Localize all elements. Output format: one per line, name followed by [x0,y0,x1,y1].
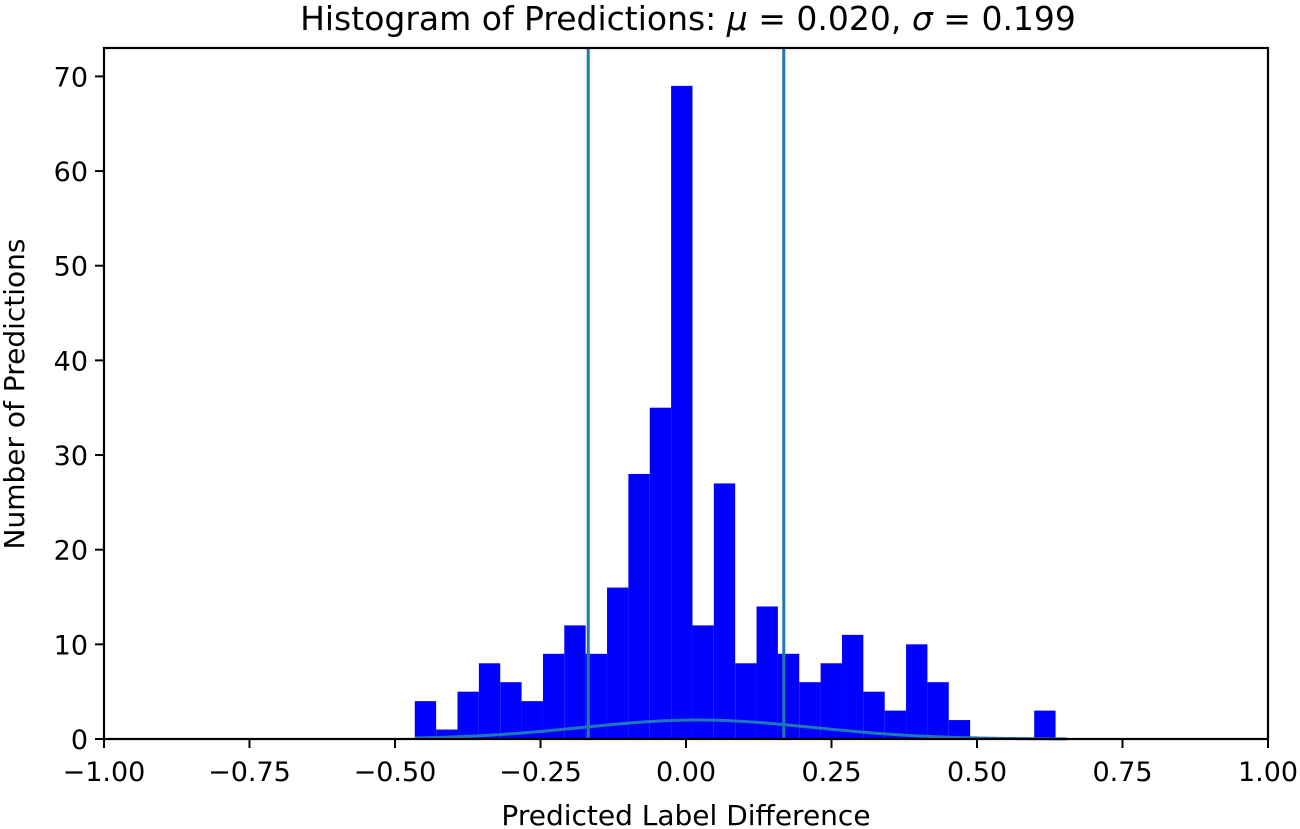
histogram-bar [542,653,565,739]
x-tick-label: 0.75 [1092,757,1152,788]
y-tick-label: 20 [54,536,88,567]
histogram-bar [457,691,479,739]
histogram-bar [649,407,672,739]
x-tick-label: −0.25 [499,757,582,788]
histogram-bar [713,483,736,739]
y-tick-label: 50 [54,252,88,283]
histogram-bar [884,710,907,739]
y-tick-label: 30 [54,441,88,472]
y-tick-label: 0 [71,725,88,756]
histogram-bar [735,663,757,739]
normal-curve [414,718,1067,741]
histogram-bar [756,606,778,739]
histogram-bar [692,625,714,739]
y-tick-label: 70 [54,62,88,93]
y-axis-label: Number of Predictions [0,239,31,550]
x-tick-label: 0.00 [656,757,716,788]
x-tick-label: 1.00 [1238,757,1298,788]
histogram-bar [671,85,693,739]
y-tick-label: 60 [54,157,88,188]
y-tick-label: 10 [54,630,88,661]
histogram-bar [863,691,885,739]
histogram-bars [414,85,1056,739]
x-tick-label: −0.75 [208,757,291,788]
histogram-bar [906,644,928,739]
histogram-bar [1034,710,1056,739]
y-axis: 0 10 20 30 40 50 60 70 [54,62,104,756]
normal-curve-layer [414,718,1067,741]
y-tick-label: 40 [54,346,88,377]
histogram-bar [414,701,437,739]
x-axis-label: Predicted Label Difference [501,799,870,829]
histogram-bar [628,473,650,739]
x-tick-label: −0.50 [354,757,437,788]
histogram-bar [927,682,949,739]
histogram-bar [841,634,864,739]
x-tick-label: 0.25 [801,757,861,788]
histogram-bar [436,729,458,739]
histogram-bar [607,587,629,739]
histogram-bar [564,625,586,739]
x-tick-label: −1.00 [63,757,146,788]
histogram-bar [585,653,608,739]
chart-title: Histogram of Predictions: μ = 0.020, σ =… [300,0,1076,38]
histogram-bar [521,701,543,739]
x-tick-label: 0.50 [947,757,1007,788]
histogram-bar [478,663,501,739]
histogram-bar [799,682,821,739]
histogram-bar [820,663,842,739]
histogram-bar [948,720,971,739]
sigma-lines [586,48,786,739]
histogram-bar [500,682,522,739]
x-axis: −1.00 −0.75 −0.50 −0.25 0.00 0.25 0.50 0.75 1.00 [63,739,1298,788]
